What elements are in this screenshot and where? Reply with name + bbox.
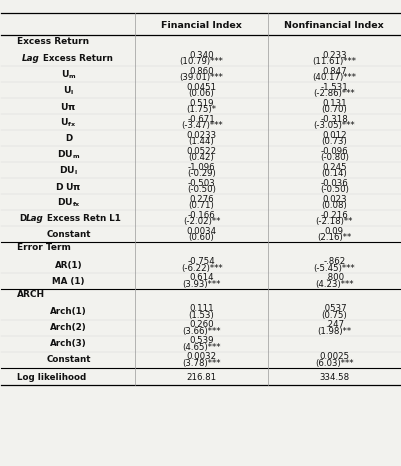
Text: (10.79)***: (10.79)*** xyxy=(179,57,223,66)
Text: Excess Return: Excess Return xyxy=(17,37,89,46)
Text: 0.539: 0.539 xyxy=(189,336,213,345)
Text: (0.08): (0.08) xyxy=(321,201,346,210)
Text: Constant: Constant xyxy=(46,230,91,239)
Text: $\mathbf{DU_{fx}}$: $\mathbf{DU_{fx}}$ xyxy=(57,196,80,209)
Text: 0.847: 0.847 xyxy=(321,67,346,75)
Text: (4.65)***: (4.65)*** xyxy=(182,343,220,351)
Text: (0.60): (0.60) xyxy=(188,233,214,242)
Text: Nonfinancial Index: Nonfinancial Index xyxy=(284,21,383,30)
Text: (1.53): (1.53) xyxy=(188,311,214,320)
Text: 216.81: 216.81 xyxy=(186,372,216,382)
Text: D: D xyxy=(19,214,26,223)
Text: (2.16)**: (2.16)** xyxy=(316,233,350,242)
Text: 0.519: 0.519 xyxy=(189,99,213,108)
Text: 0.09: 0.09 xyxy=(324,226,343,235)
Text: (0.42): (0.42) xyxy=(188,153,214,162)
Text: 0.245: 0.245 xyxy=(321,163,346,171)
Text: 0.131: 0.131 xyxy=(321,99,346,108)
Text: $\mathbf{U_{fx}}$: $\mathbf{U_{fx}}$ xyxy=(60,116,77,129)
Text: -0.671: -0.671 xyxy=(187,115,215,123)
Text: Financial Index: Financial Index xyxy=(161,21,241,30)
Text: (4.23)***: (4.23)*** xyxy=(314,280,353,289)
Text: Error Term: Error Term xyxy=(17,243,71,252)
Text: Lag: Lag xyxy=(21,54,39,63)
Text: 0.340: 0.340 xyxy=(189,51,213,60)
Text: (-0.50): (-0.50) xyxy=(187,185,215,194)
Text: -.862: -.862 xyxy=(322,257,344,267)
Text: 334.58: 334.58 xyxy=(318,372,348,382)
Text: (-0.29): (-0.29) xyxy=(187,169,215,178)
Text: AR(1): AR(1) xyxy=(55,260,82,269)
Text: (-0.50): (-0.50) xyxy=(319,185,348,194)
Text: (-5.45)***: (-5.45)*** xyxy=(313,264,354,273)
Text: 0.260: 0.260 xyxy=(189,320,213,329)
Text: Arch(1): Arch(1) xyxy=(50,308,87,316)
Text: (0.06): (0.06) xyxy=(188,89,214,98)
Text: -0.216: -0.216 xyxy=(320,211,347,219)
Text: (-2.02)**: (-2.02)** xyxy=(182,217,220,226)
Text: (40.17)***: (40.17)*** xyxy=(312,73,355,82)
Text: (1.98)**: (1.98)** xyxy=(316,327,350,336)
Text: 0.860: 0.860 xyxy=(189,67,213,75)
Text: -0.166: -0.166 xyxy=(187,211,215,219)
Text: 0.0034: 0.0034 xyxy=(186,226,216,235)
Text: $\mathbf{U_l}$: $\mathbf{U_l}$ xyxy=(63,84,74,96)
Text: -1.531: -1.531 xyxy=(320,82,347,92)
Text: (-6.22)***: (-6.22)*** xyxy=(180,264,222,273)
Text: (-0.80): (-0.80) xyxy=(319,153,348,162)
Text: Constant: Constant xyxy=(46,355,91,364)
Text: (3.66)***: (3.66)*** xyxy=(182,327,220,336)
Text: (0.14): (0.14) xyxy=(321,169,346,178)
Text: (1.75)*: (1.75)* xyxy=(186,105,216,114)
Text: 0.276: 0.276 xyxy=(189,195,213,204)
Text: (3.78)***: (3.78)*** xyxy=(182,358,220,368)
Text: 0.0522: 0.0522 xyxy=(186,147,216,156)
Text: (1.44): (1.44) xyxy=(188,137,214,146)
Text: 0.023: 0.023 xyxy=(321,195,346,204)
Text: (0.71): (0.71) xyxy=(188,201,214,210)
Text: (-3.47)***: (-3.47)*** xyxy=(180,121,222,130)
Text: 0.0025: 0.0025 xyxy=(318,352,348,361)
Text: (0.73): (0.73) xyxy=(321,137,346,146)
Text: .0537: .0537 xyxy=(321,304,346,313)
Text: Arch(2): Arch(2) xyxy=(50,323,87,332)
Text: -0.036: -0.036 xyxy=(320,178,347,188)
Text: $\mathbf{U_m}$: $\mathbf{U_m}$ xyxy=(61,68,76,81)
Text: (-2.86)***: (-2.86)*** xyxy=(313,89,354,98)
Text: 0.0451: 0.0451 xyxy=(186,82,216,92)
Text: $\mathbf{U\pi}$: $\mathbf{U\pi}$ xyxy=(60,101,76,112)
Text: ARCH: ARCH xyxy=(17,290,45,299)
Text: (0.70): (0.70) xyxy=(321,105,346,114)
Text: (0.75): (0.75) xyxy=(321,311,346,320)
Text: Log likelihood: Log likelihood xyxy=(17,372,86,382)
Text: -1.096: -1.096 xyxy=(187,163,215,171)
Text: $\mathbf{D\ U\pi}$: $\mathbf{D\ U\pi}$ xyxy=(55,181,81,192)
Text: -0.318: -0.318 xyxy=(320,115,347,123)
Text: .247: .247 xyxy=(324,320,343,329)
Text: Lag: Lag xyxy=(26,214,44,223)
Text: 0.233: 0.233 xyxy=(321,51,346,60)
Text: 0.111: 0.111 xyxy=(189,304,213,313)
Text: MA (1): MA (1) xyxy=(52,276,85,286)
Text: 0.012: 0.012 xyxy=(321,130,346,140)
Text: $\mathbf{DU_l}$: $\mathbf{DU_l}$ xyxy=(59,164,78,177)
Text: -0.503: -0.503 xyxy=(187,178,215,188)
Text: (3.93)***: (3.93)*** xyxy=(182,280,220,289)
Text: 0.0233: 0.0233 xyxy=(186,130,216,140)
Text: $\mathbf{DU_m}$: $\mathbf{DU_m}$ xyxy=(57,148,80,161)
Text: (39.01)***: (39.01)*** xyxy=(179,73,223,82)
Text: D: D xyxy=(65,134,72,143)
Text: 0.614: 0.614 xyxy=(189,274,213,282)
Text: (-3.05)***: (-3.05)*** xyxy=(313,121,354,130)
Text: (11.61)***: (11.61)*** xyxy=(312,57,355,66)
Text: Excess Retn L1: Excess Retn L1 xyxy=(47,214,120,223)
Text: .800: .800 xyxy=(324,274,343,282)
Text: Arch(3): Arch(3) xyxy=(50,339,87,348)
Text: -0.096: -0.096 xyxy=(320,147,347,156)
Text: (6.03)***: (6.03)*** xyxy=(314,358,353,368)
Text: -0.754: -0.754 xyxy=(187,257,215,267)
Text: 0.0032: 0.0032 xyxy=(186,352,216,361)
Text: (-2.18)**: (-2.18)** xyxy=(315,217,352,226)
Text: Excess Return: Excess Return xyxy=(43,54,113,63)
